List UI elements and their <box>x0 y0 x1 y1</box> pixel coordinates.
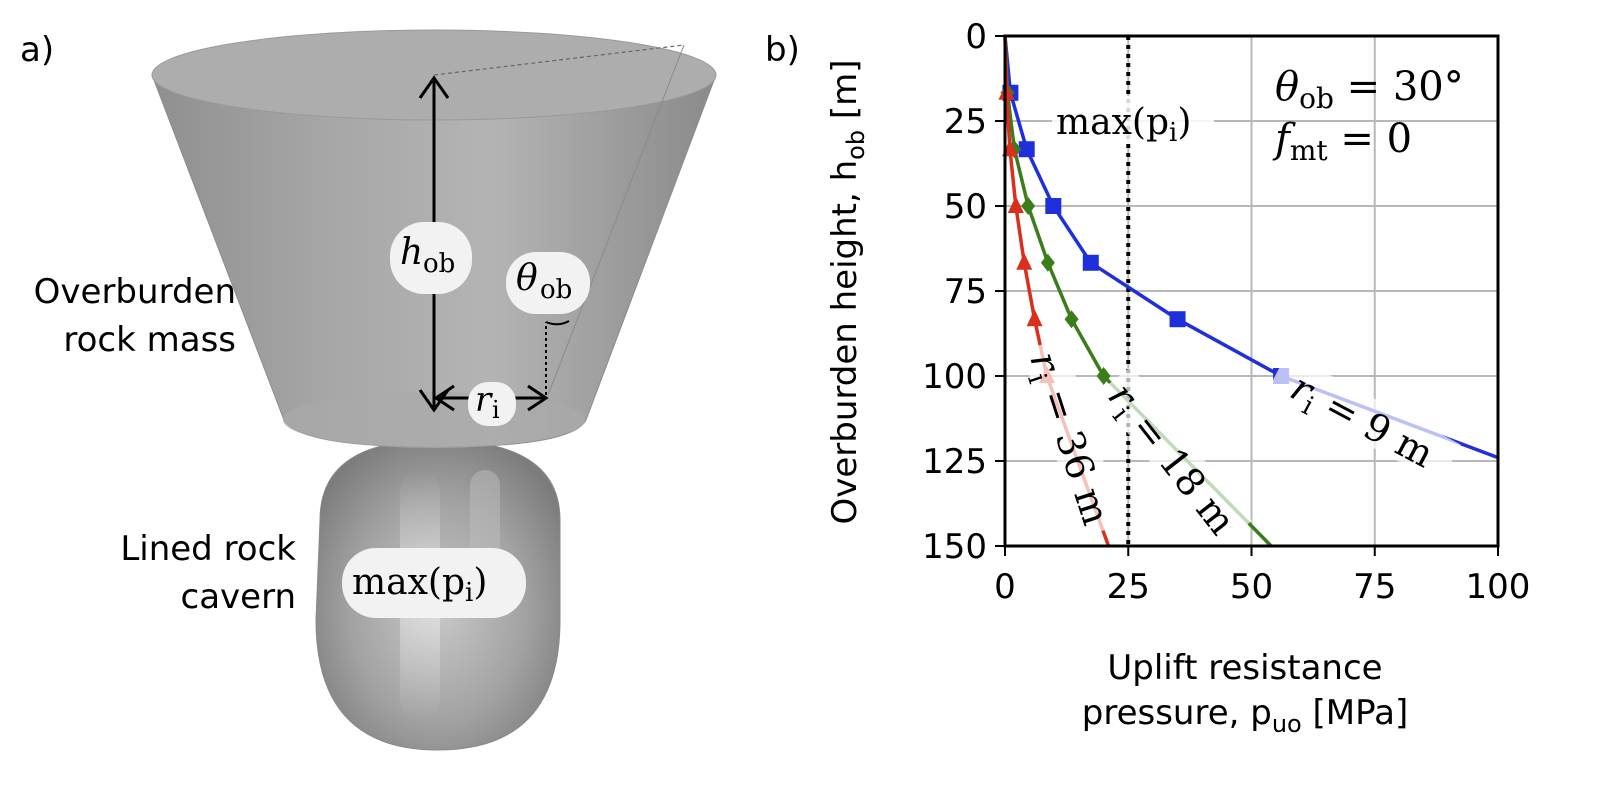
overburden-label-line1: Overburden <box>33 272 236 312</box>
x-axis-label-line1: Uplift resistance <box>1107 648 1382 688</box>
cavern-label: Lined rock cavern <box>90 525 296 621</box>
x-axis-label-sub: uo <box>1272 710 1302 738</box>
param-theta-value: = 30° <box>1334 64 1464 110</box>
x-axis-label: Uplift resistance pressure, puo [MPa] <box>1082 648 1408 738</box>
overburden-label-line2: rock mass <box>63 320 236 360</box>
max-pi-label: max(pi) <box>342 548 526 618</box>
param-theta-symbol: θ <box>1275 64 1299 110</box>
series-label: ri = 36 m <box>1021 337 1124 538</box>
series-marker-triangle <box>1007 196 1024 213</box>
overburden-label: Overburden rock mass <box>18 268 236 364</box>
y-tick-label: 75 <box>944 272 987 312</box>
max-pi-text: max(p <box>352 562 465 603</box>
y-tick-label: 0 <box>965 17 987 57</box>
series-label: ri = 9 m <box>1266 352 1461 484</box>
panel-a-label: a) <box>20 30 55 70</box>
x-tick-label: 75 <box>1353 567 1396 607</box>
r-i-symbol: r <box>475 380 493 420</box>
y-axis-label: Overburden height, hob [m] <box>825 59 870 524</box>
y-tick-label: 50 <box>944 187 987 227</box>
chart-ticks: 0 25 50 75 100 0 25 50 75 100 125 150 <box>922 17 1530 607</box>
x-axis-label-unit: [MPa] <box>1302 693 1408 733</box>
param-f-sub: mt <box>1290 134 1329 167</box>
series-line <box>1003 35 1499 460</box>
cavern-label-line2: cavern <box>180 577 297 617</box>
x-tick-label: 0 <box>994 567 1016 607</box>
series-marker-square <box>1169 311 1186 328</box>
y-tick-label: 25 <box>944 102 987 142</box>
r-i-subscript: i <box>492 396 500 424</box>
svg-text:fmt = 0: fmt = 0 <box>1272 116 1412 167</box>
param-theta-sub: ob <box>1299 82 1334 115</box>
y-axis-label-unit: [m] <box>825 59 865 129</box>
series-label-bg <box>1266 352 1461 484</box>
svg-text:Overburden height, hob [m]: Overburden height, hob [m] <box>825 59 870 524</box>
svg-text:max(pi): max(pi) <box>1056 102 1191 148</box>
theta-ob-symbol-label: θ ob <box>506 252 590 314</box>
series-marker-triangle <box>1026 309 1043 327</box>
series-marker-square <box>1045 198 1062 214</box>
series-marker-square <box>1018 141 1035 158</box>
h-ob-symbol: h <box>400 232 423 273</box>
vline-label-text: max(p <box>1056 102 1169 143</box>
max-pi-subscript: i <box>465 578 473 608</box>
y-tick-label: 150 <box>922 527 987 567</box>
x-axis-label-line2: pressure, p <box>1082 693 1272 733</box>
uplift-chart: ri = 9 mri = 18 mri = 36 m 0 25 50 75 100 0 25… <box>825 17 1530 738</box>
y-tick-label: 125 <box>922 442 987 482</box>
series-marker-square <box>1082 254 1099 271</box>
series-labels: ri = 9 mri = 18 mri = 36 m <box>1021 337 1461 548</box>
x-tick-label: 50 <box>1230 567 1273 607</box>
series-marker-diamond <box>1021 197 1036 215</box>
h-ob-subscript: ob <box>423 249 455 279</box>
svg-text:θob = 30°: θob = 30° <box>1275 64 1464 115</box>
theta-ob-subscript: ob <box>540 275 572 305</box>
cavern-label-line1: Lined rock <box>120 529 296 569</box>
theta-ob-angle <box>545 320 570 395</box>
series-label-bg <box>1096 366 1252 548</box>
vline-label-sub: i <box>1169 118 1177 148</box>
x-tick-label: 100 <box>1466 567 1531 607</box>
h-ob-symbol-label: h ob <box>390 222 472 294</box>
panel-b-label: b) <box>765 30 800 70</box>
series-label-bg <box>1021 337 1124 538</box>
cavern-diagram: h ob θ ob r i max(pi) <box>151 29 717 751</box>
y-tick-label: 100 <box>922 357 987 397</box>
series-marker-diamond <box>1040 253 1055 272</box>
params-annotation: θob = 30° fmt = 0 <box>1272 64 1464 167</box>
max-pi-close: ) <box>473 562 487 603</box>
y-axis-label-text: Overburden height, h <box>825 160 865 525</box>
vline-label-close: ) <box>1177 102 1191 143</box>
param-f-value: = 0 <box>1328 116 1412 162</box>
series-marker-diamond <box>1096 367 1111 385</box>
svg-text:max(pi): max(pi) <box>352 562 487 608</box>
vline-label: max(pi) <box>1052 96 1214 148</box>
svg-text:pressure, puo [MPa]: pressure, puo [MPa] <box>1082 693 1408 738</box>
r-i-symbol-label: r i <box>468 380 516 426</box>
series-marker-diamond <box>1064 310 1079 329</box>
series-marker-triangle <box>1016 252 1033 270</box>
x-tick-label: 25 <box>1107 567 1150 607</box>
y-axis-label-sub: ob <box>842 130 870 160</box>
theta-ob-symbol: θ <box>516 258 538 299</box>
